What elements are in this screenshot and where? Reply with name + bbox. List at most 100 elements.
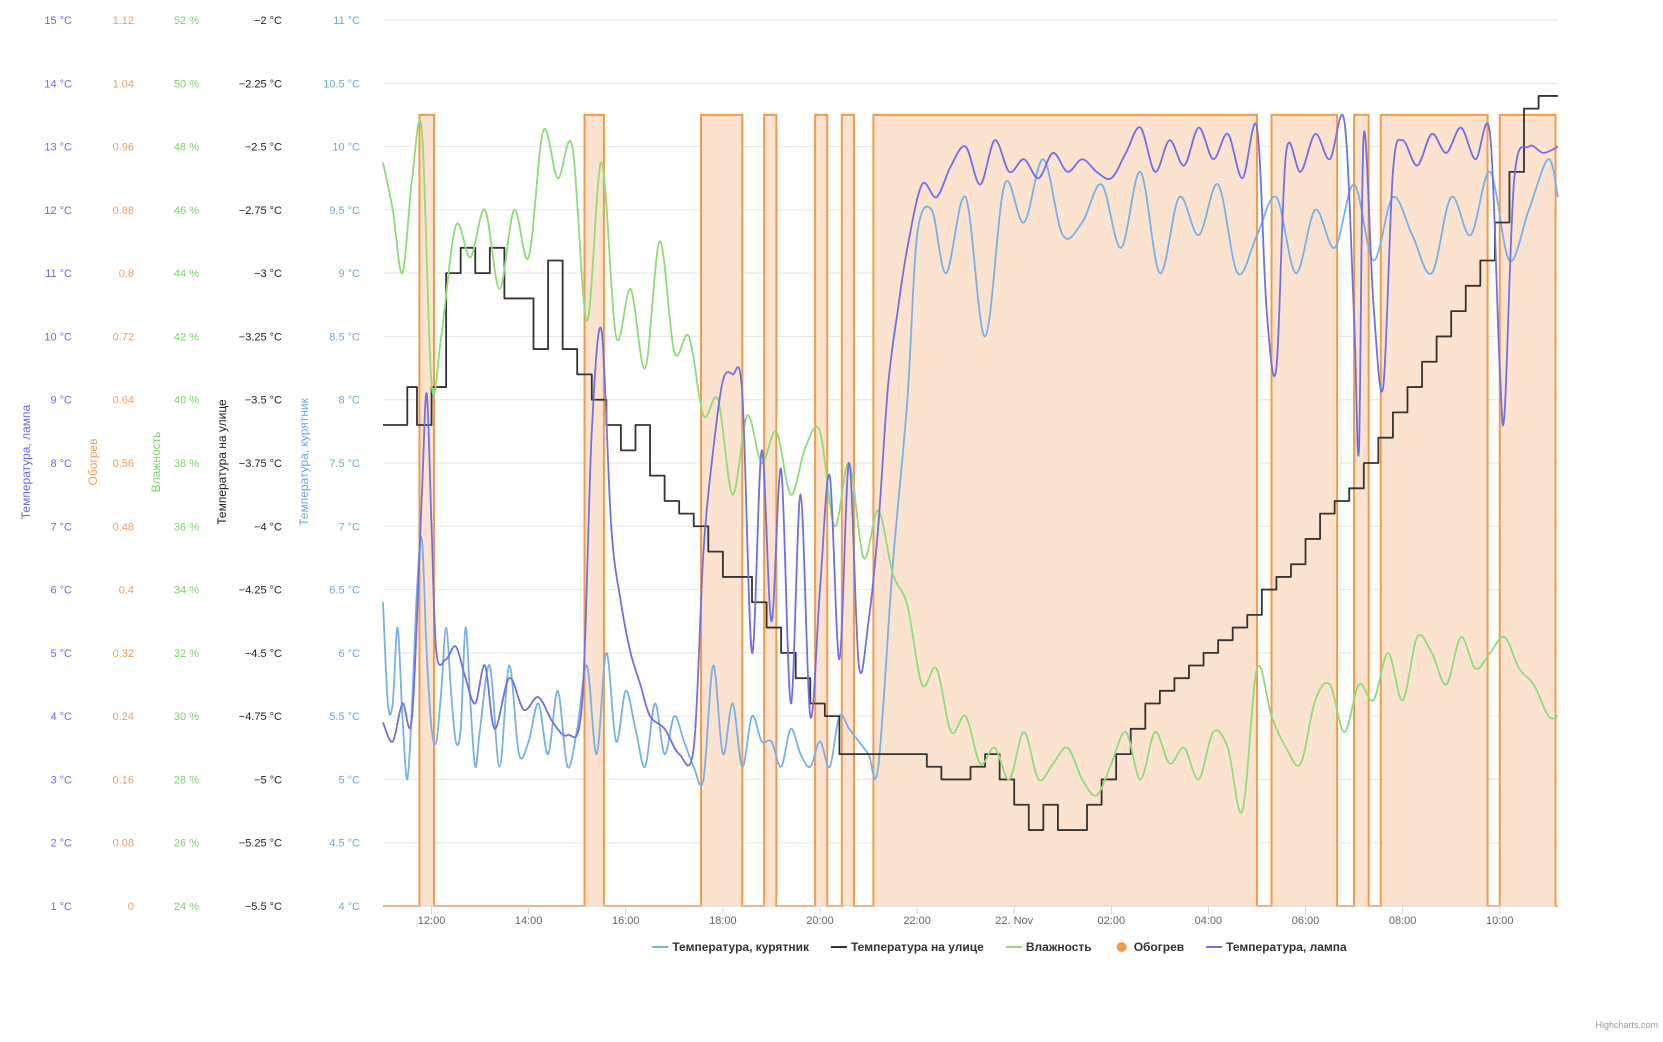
- series-lines: [382, 95, 1559, 831]
- y-tick-label: 7 °C: [50, 521, 72, 533]
- y-tick-label: 0.88: [113, 205, 134, 217]
- series-line-coop: [382, 158, 1559, 787]
- y-tick-label: 50 %: [174, 78, 199, 90]
- y-tick-label: −4.25 °C: [239, 585, 282, 597]
- y-tick-label: 11 °C: [45, 268, 72, 280]
- legend-item[interactable]: Температура, лампа: [1206, 940, 1347, 954]
- y-tick-label: 3 °C: [50, 774, 72, 786]
- y-tick-label: 10.5 °C: [323, 78, 360, 90]
- y-axes: 15 °C 14 °C 13 °C 12 °C 11 °C 10 °C 9 °C 8 °C 7 …: [19, 15, 360, 913]
- y-tick-label: 0.56: [113, 458, 134, 470]
- y-tick-label: −3.5 °C: [245, 395, 282, 407]
- legend-item[interactable]: Температура на улице: [830, 940, 984, 954]
- series-line-lamp: [382, 113, 1559, 767]
- legend-item[interactable]: Влажность: [1005, 940, 1092, 954]
- heating-on-area: [1354, 114, 1369, 906]
- x-axis: 12:00 14:00 16:00 18:00 20:00 22:00 22. Nov 02:…: [383, 905, 1558, 927]
- y-tick-label: 6.5 °C: [329, 585, 360, 597]
- y-tick-label: 9 °C: [50, 395, 72, 407]
- legend-item[interactable]: Температура, курятник: [652, 940, 810, 954]
- legend-label: Температура, лампа: [1226, 940, 1347, 954]
- series-line-hum: [382, 119, 1559, 814]
- legend[interactable]: Температура, курятник Температура на улиц…: [652, 940, 1347, 954]
- y-tick-label: −5 °C: [254, 774, 282, 786]
- x-tick-label: 22:00: [903, 915, 931, 927]
- y-tick-label: −2.25 °C: [239, 78, 282, 90]
- y-tick-label: 38 %: [174, 458, 199, 470]
- y-tick-label: 30 %: [174, 711, 199, 723]
- y-tick-label: −4.75 °C: [239, 711, 282, 723]
- y-tick-label: 0.16: [113, 774, 134, 786]
- y-tick-label: 6 °C: [338, 648, 360, 660]
- y-axis-out: −2 °C −2.25 °C −2.5 °C −2.75 °C −3 °C −3.25 °…: [215, 15, 282, 913]
- credits[interactable]: Highcharts.com: [1595, 1020, 1658, 1030]
- x-tick-label: 02:00: [1098, 915, 1126, 927]
- y-tick-label: 42 %: [174, 331, 199, 343]
- y-tick-label: 0.48: [113, 521, 134, 533]
- y-tick-label: 1.04: [113, 78, 134, 90]
- y-tick-label: 40 %: [174, 395, 199, 407]
- y-tick-label: 36 %: [174, 521, 199, 533]
- y-tick-label: 0.08: [113, 838, 134, 850]
- y-tick-label: 5.5 °C: [329, 711, 360, 723]
- legend-symbol: [1116, 942, 1127, 952]
- y-tick-label: −3 °C: [254, 268, 282, 280]
- y-tick-label: 44 %: [174, 268, 199, 280]
- y-tick-label: 1.12: [113, 15, 134, 27]
- legend-label: Влажность: [1026, 940, 1092, 954]
- y-tick-label: 13 °C: [44, 142, 72, 154]
- legend-label: Обогрев: [1134, 940, 1184, 954]
- y-tick-label: 52 %: [174, 15, 199, 27]
- y-axis-heat: 1.12 1.04 0.96 0.88 0.8 0.72 0.64 0.56 0.48 0.4 0.…: [86, 15, 134, 913]
- y-tick-label: 8.5 °C: [329, 331, 360, 343]
- y-axis-lamp: 15 °C 14 °C 13 °C 12 °C 11 °C 10 °C 9 °C 8 °C 7 …: [19, 15, 72, 913]
- heating-on-area: [701, 114, 743, 906]
- y-tick-label: 24 %: [174, 901, 199, 913]
- heating-on-area: [1380, 114, 1488, 906]
- y-tick-label: 12 °C: [44, 205, 72, 217]
- heating-on-area: [1499, 114, 1556, 906]
- y-tick-label: 0: [128, 901, 134, 913]
- y-tick-label: −4.5 °C: [245, 648, 282, 660]
- legend-label: Температура, курятник: [672, 940, 810, 954]
- x-tick-label: 12:00: [418, 915, 446, 927]
- y-tick-label: 6 °C: [50, 585, 72, 597]
- y-tick-label: −2 °C: [254, 15, 282, 27]
- y-tick-label: 0.32: [113, 648, 134, 660]
- x-tick-label: 08:00: [1389, 915, 1417, 927]
- y-tick-label: 1 °C: [50, 901, 72, 913]
- y-tick-label: 32 %: [174, 648, 199, 660]
- y-tick-label: 0.24: [113, 711, 134, 723]
- x-tick-label: 18:00: [709, 915, 737, 927]
- y-axis-title-hum: Влажность: [149, 432, 163, 493]
- x-tick-label: 06:00: [1292, 915, 1320, 927]
- y-tick-label: 46 %: [174, 205, 199, 217]
- x-tick-label: 16:00: [612, 915, 640, 927]
- y-axis-hum: 52 % 50 % 48 % 46 % 44 % 42 % 40 % 38 % 36 % 34 %…: [149, 15, 199, 913]
- y-tick-label: −5.25 °C: [239, 838, 282, 850]
- y-tick-label: −3.25 °C: [239, 331, 282, 343]
- y-tick-label: 0.64: [113, 395, 134, 407]
- y-tick-label: −3.75 °C: [239, 458, 282, 470]
- y-axis-title-lamp: Температура, лампа: [19, 404, 33, 519]
- y-axis-title-out: Температура на улице: [215, 399, 229, 525]
- y-tick-label: 28 %: [174, 774, 199, 786]
- y-tick-label: 7.5 °C: [329, 458, 360, 470]
- heating-on-area: [764, 114, 777, 906]
- y-tick-label: 34 %: [174, 585, 199, 597]
- y-tick-label: 2 °C: [50, 838, 72, 850]
- y-tick-label: −5.5 °C: [245, 901, 282, 913]
- y-tick-label: 4 °C: [338, 901, 360, 913]
- heating-on-area: [841, 114, 854, 906]
- y-axis-title-coop: Температура, курятник: [297, 397, 311, 525]
- y-tick-label: 9.5 °C: [329, 205, 360, 217]
- legend-label: Температура на улице: [851, 940, 984, 954]
- y-tick-label: 9 °C: [338, 268, 360, 280]
- x-tick-label: 14:00: [515, 915, 543, 927]
- y-tick-label: 10 °C: [44, 331, 72, 343]
- y-tick-label: 15 °C: [44, 15, 72, 27]
- x-tick-label: 04:00: [1195, 915, 1223, 927]
- y-tick-label: 0.4: [119, 585, 134, 597]
- legend-item[interactable]: Обогрев: [1116, 940, 1184, 954]
